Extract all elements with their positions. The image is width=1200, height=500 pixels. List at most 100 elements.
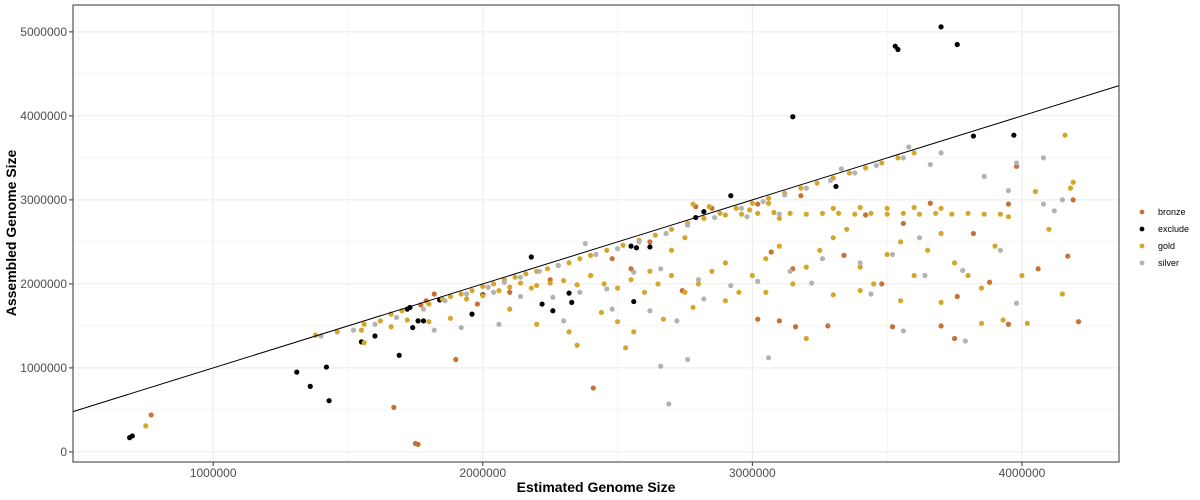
point-exclude <box>469 311 475 317</box>
point-bronze <box>1005 321 1012 327</box>
point-silver <box>776 211 782 217</box>
point-silver <box>873 162 879 169</box>
point-gold <box>620 242 626 248</box>
point-gold <box>763 256 769 262</box>
point-bronze <box>825 323 831 329</box>
point-exclude <box>1011 132 1017 138</box>
point-silver <box>728 282 734 289</box>
point-gold <box>1062 132 1068 138</box>
point-gold <box>1070 179 1076 185</box>
point-exclude <box>701 209 707 215</box>
point-silver <box>490 289 497 295</box>
point-gold <box>668 247 675 253</box>
point-exclude <box>539 301 545 307</box>
point-gold <box>598 309 604 316</box>
point-silver <box>827 177 834 184</box>
point-gold <box>803 335 809 342</box>
point-gold <box>938 230 944 237</box>
point-exclude <box>372 333 378 339</box>
point-gold <box>660 316 666 322</box>
point-gold <box>566 329 572 335</box>
point-gold <box>830 205 836 211</box>
point-silver <box>938 150 944 156</box>
grid-lines <box>73 5 1119 462</box>
y-axis-title: Assembled Genome Size <box>3 150 19 317</box>
point-gold <box>1000 317 1006 323</box>
point-silver <box>819 256 826 262</box>
point-gold <box>695 281 702 287</box>
point-exclude <box>790 114 796 120</box>
point-bronze <box>927 200 933 206</box>
point-gold <box>1024 320 1030 326</box>
point-silver <box>701 296 707 302</box>
point-silver <box>906 144 912 150</box>
point-gold <box>846 170 853 176</box>
point-gold <box>447 293 454 300</box>
point-gold <box>965 210 971 216</box>
point-gold <box>868 210 874 216</box>
point-bronze <box>889 324 896 330</box>
point-bronze <box>792 324 799 330</box>
point-silver <box>393 314 400 321</box>
point-silver <box>593 251 599 258</box>
point-gold <box>997 211 1003 217</box>
point-gold <box>647 268 653 274</box>
point-silver <box>496 321 502 327</box>
point-bronze <box>609 256 615 262</box>
point-silver <box>372 321 378 327</box>
point-silver <box>666 401 672 407</box>
point-gold <box>992 243 998 249</box>
point-gold <box>879 160 885 166</box>
legend-label-silver: silver <box>1158 258 1179 268</box>
point-bronze <box>798 193 804 199</box>
point-gold <box>933 210 939 216</box>
plot-panel <box>73 5 1119 462</box>
point-gold <box>377 318 383 324</box>
point-gold <box>709 268 715 274</box>
point-gold <box>561 277 567 284</box>
point-bronze <box>986 279 993 285</box>
legend-item-gold: gold <box>1139 241 1175 251</box>
point-gold <box>765 200 772 206</box>
point-bronze <box>841 252 847 258</box>
point-bronze <box>1070 197 1076 203</box>
point-exclude <box>633 245 640 251</box>
point-silver <box>517 293 524 300</box>
point-bronze <box>415 441 421 447</box>
point-exclude <box>566 290 572 296</box>
point-gold <box>749 272 755 279</box>
point-exclude <box>396 352 402 358</box>
point-gold <box>738 211 745 217</box>
point-gold <box>900 210 906 216</box>
point-gold <box>334 329 340 335</box>
point-gold <box>523 271 529 277</box>
point-bronze <box>954 293 960 300</box>
point-gold <box>884 251 890 258</box>
point-silver <box>1013 160 1020 166</box>
point-gold <box>1005 214 1012 220</box>
panel-background <box>73 5 1119 462</box>
point-silver <box>663 230 669 237</box>
point-gold <box>574 282 580 288</box>
point-silver <box>501 279 507 285</box>
point-gold <box>951 260 958 266</box>
point-gold <box>862 165 869 171</box>
point-silver <box>1040 201 1047 207</box>
point-gold <box>736 289 742 295</box>
point-gold <box>601 281 607 287</box>
point-exclude <box>129 433 135 439</box>
point-silver <box>900 155 906 161</box>
point-gold <box>682 289 688 295</box>
legend-label-exclude: exclude <box>1158 224 1189 234</box>
point-silver <box>582 240 588 247</box>
point-gold <box>884 211 890 217</box>
point-gold <box>938 299 944 305</box>
point-silver <box>857 260 863 266</box>
y-tick-label: 3000000 <box>20 193 67 207</box>
point-gold <box>755 210 761 216</box>
point-gold <box>447 315 454 321</box>
point-gold <box>1067 185 1074 191</box>
point-silver <box>695 277 702 283</box>
point-gold <box>528 285 534 291</box>
point-gold <box>830 292 836 298</box>
